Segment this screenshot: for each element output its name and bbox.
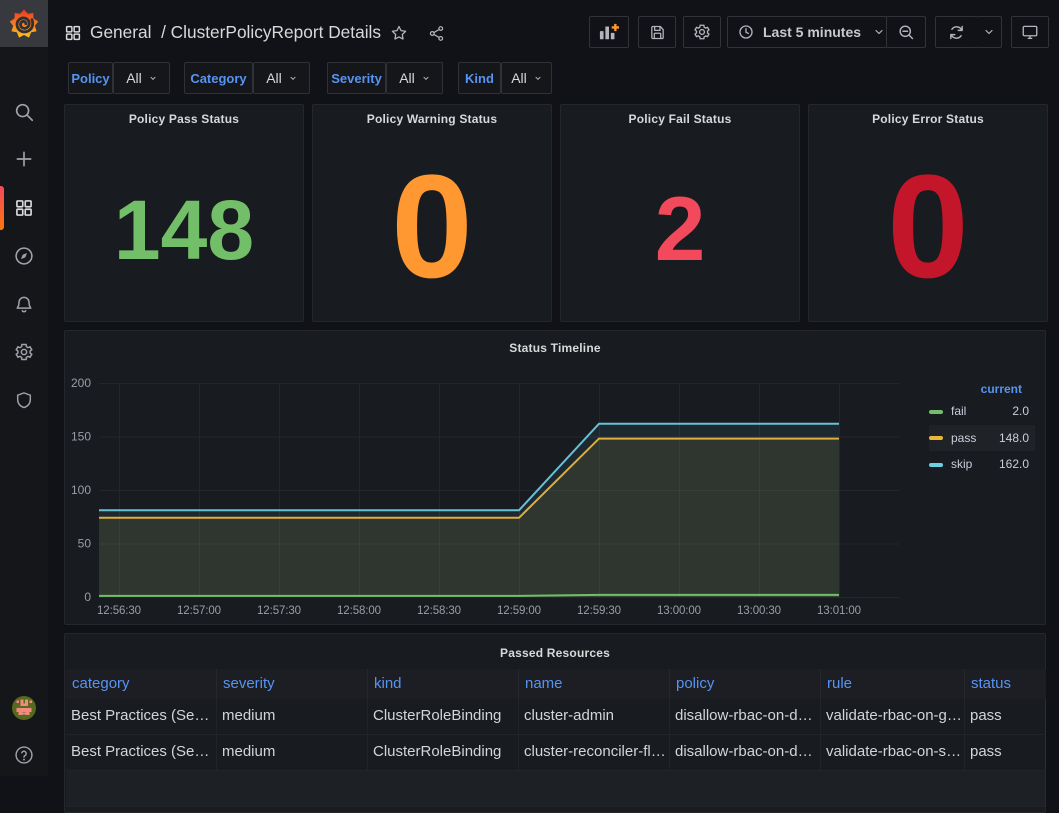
svg-text:12:58:00: 12:58:00 <box>337 605 381 617</box>
svg-text:12:57:30: 12:57:30 <box>257 605 301 617</box>
svg-text:12:57:00: 12:57:00 <box>177 605 221 617</box>
svg-text:12:59:00: 12:59:00 <box>497 605 541 617</box>
svg-text:200: 200 <box>71 376 91 390</box>
svg-text:150: 150 <box>71 430 91 444</box>
svg-text:0: 0 <box>84 590 91 604</box>
svg-text:13:00:00: 13:00:00 <box>657 605 701 617</box>
svg-text:50: 50 <box>78 537 92 551</box>
svg-text:13:00:30: 13:00:30 <box>737 605 781 617</box>
svg-text:100: 100 <box>71 483 91 497</box>
svg-text:12:59:30: 12:59:30 <box>577 605 621 617</box>
svg-text:12:56:30: 12:56:30 <box>97 605 141 617</box>
svg-text:13:01:00: 13:01:00 <box>817 605 861 617</box>
svg-text:12:58:30: 12:58:30 <box>417 605 461 617</box>
